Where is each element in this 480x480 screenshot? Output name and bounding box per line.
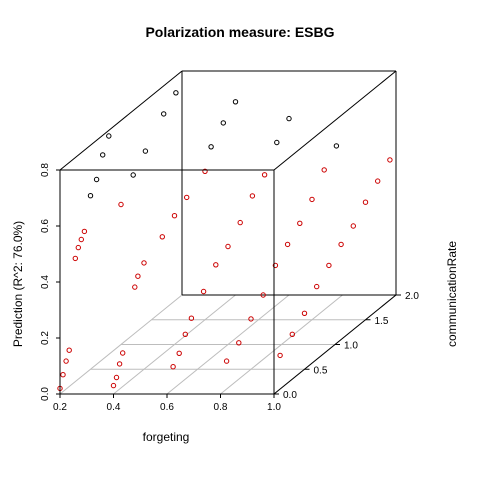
box-edge (273, 70, 397, 171)
z-tick-label: 0.0 (40, 387, 51, 401)
data-point (200, 288, 207, 295)
data-point (274, 139, 280, 146)
data-point (208, 144, 214, 150)
y-axis-label: communicationRate (445, 241, 459, 347)
data-point (142, 148, 149, 154)
data-point (297, 220, 303, 227)
data-point (237, 219, 243, 226)
data-point (106, 133, 112, 139)
data-point (60, 372, 66, 378)
data-point (113, 374, 120, 381)
box-edge (59, 70, 183, 171)
data-point (289, 331, 295, 337)
x-axis-label: forgeting (143, 430, 190, 444)
data-point (375, 178, 381, 184)
data-point (213, 262, 219, 268)
data-point (78, 236, 85, 243)
data-point (321, 167, 327, 173)
data-point (309, 196, 315, 203)
data-point (66, 347, 72, 353)
data-points (57, 90, 393, 392)
data-point (248, 316, 254, 322)
z-tick-label: 0.2 (40, 331, 51, 345)
data-point (141, 260, 147, 266)
data-point (130, 172, 136, 178)
y-tick-label: 1.0 (344, 341, 358, 352)
data-point (159, 234, 166, 240)
data-point (116, 361, 123, 367)
x-tick-label: 0.4 (107, 402, 121, 413)
data-point (120, 350, 126, 356)
box-back-edges (59, 70, 397, 296)
data-point (362, 199, 369, 205)
data-point (110, 382, 117, 389)
data-point (301, 310, 308, 316)
data-point (81, 228, 88, 235)
data-point (333, 143, 340, 149)
z-tick-label: 0.8 (40, 163, 51, 177)
x-tick-label: 0.6 (160, 402, 174, 413)
data-point (220, 120, 227, 126)
chart-title: Polarization measure: ESBG (145, 24, 334, 40)
data-point (118, 201, 124, 208)
data-point (202, 168, 208, 175)
data-point (225, 243, 231, 250)
data-point (277, 352, 283, 359)
y-tick-label: 2.0 (405, 291, 419, 302)
axes: 0.2 0.4 0.6 0.8 1.00.00.20.40.60.80.00.51.01… (40, 163, 419, 413)
data-point (93, 176, 100, 183)
data-point (350, 223, 356, 229)
data-point (72, 255, 79, 262)
data-point (176, 350, 182, 356)
z-axis-label: Prediction (R^2: 76.0%) (11, 221, 25, 347)
data-point (184, 194, 190, 201)
data-point (223, 358, 230, 364)
data-point (326, 262, 332, 269)
data-point (188, 315, 195, 321)
data-point (135, 273, 141, 279)
data-point (249, 193, 256, 199)
x-tick-label: 0.8 (214, 402, 228, 413)
data-point (314, 283, 320, 290)
data-point (161, 111, 167, 117)
data-point (286, 115, 292, 122)
data-point (236, 340, 242, 346)
z-tick-label: 0.6 (40, 219, 51, 233)
x-tick-label: 0.2 (53, 402, 67, 413)
x-tick-label: 1.0 (267, 402, 281, 413)
data-point (75, 244, 82, 251)
data-point (272, 262, 279, 269)
y-tick-label: 1.5 (375, 316, 389, 327)
data-point (170, 364, 176, 370)
data-point (173, 90, 179, 96)
data-point (100, 152, 106, 158)
data-point (63, 358, 69, 364)
y-tick-label: 0.0 (283, 390, 297, 401)
y-tick-label: 0.5 (314, 365, 328, 376)
data-point (260, 292, 266, 298)
data-point (232, 99, 239, 105)
data-point (171, 213, 178, 219)
data-point (261, 172, 268, 178)
data-point (387, 157, 393, 163)
z-tick-label: 0.4 (40, 275, 51, 289)
data-point (132, 284, 138, 290)
data-point (182, 331, 189, 337)
data-point (284, 241, 291, 248)
data-point (87, 193, 94, 199)
data-point (338, 241, 344, 248)
